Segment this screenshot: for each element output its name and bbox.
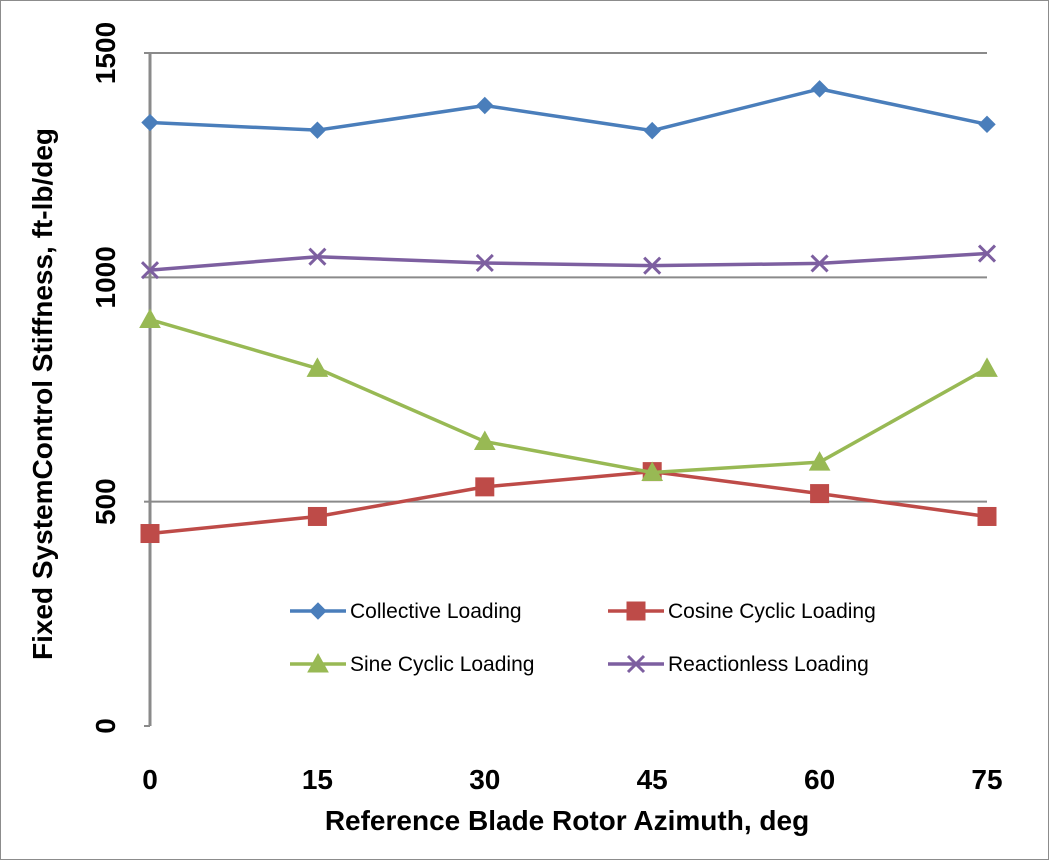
x-tick-label: 0 <box>142 764 158 795</box>
y-tick-label: 1000 <box>90 246 121 308</box>
data-point-square <box>140 524 160 544</box>
series-line <box>149 87 988 133</box>
data-point-triangle <box>306 357 329 377</box>
legend-entry: Cosine Cyclic Loading <box>608 600 876 623</box>
axes <box>144 52 152 727</box>
data-point-x <box>308 247 327 266</box>
x-tick-label: 45 <box>637 764 668 795</box>
legend-label: Collective Loading <box>350 600 522 623</box>
data-point-triangle <box>139 308 161 329</box>
data-point-triangle <box>473 430 496 451</box>
series-line <box>149 317 988 475</box>
y-tick-label: 1500 <box>90 22 121 84</box>
gridlines <box>150 52 987 503</box>
data-point-triangle <box>976 357 998 377</box>
data-point-x <box>810 254 829 273</box>
legend-entry: Sine Cyclic Loading <box>290 652 534 676</box>
y-axis-title: Fixed SystemControl Stiffness, ft-lb/deg <box>27 128 58 660</box>
data-point-x <box>643 256 662 275</box>
series-group <box>139 80 998 544</box>
series-line <box>149 469 988 536</box>
data-point-x <box>626 654 646 674</box>
legend-entry: Collective Loading <box>290 600 522 623</box>
data-point-square <box>977 506 997 526</box>
y-tick-label: 500 <box>90 478 121 525</box>
data-point-triangle <box>641 461 664 482</box>
x-tick-label: 30 <box>469 764 500 795</box>
legend-entry: Reactionless Loading <box>608 653 869 676</box>
data-point-square <box>626 601 646 621</box>
data-point-diamond <box>141 113 159 132</box>
x-tick-label: 75 <box>971 764 1002 795</box>
data-point-triangle <box>808 451 831 471</box>
data-point-diamond <box>643 121 661 140</box>
legend: Collective Loading Cosine Cyclic Loading S… <box>290 600 876 676</box>
y-tick-label: 0 <box>90 718 121 734</box>
data-point-square <box>810 484 830 504</box>
x-tick-label: 15 <box>302 764 333 795</box>
data-point-square <box>475 477 495 497</box>
series-cosine-cyclic-loading <box>140 462 997 544</box>
data-point-square <box>307 506 327 526</box>
x-tick-labels: 0 15 30 45 60 75 <box>142 764 1002 795</box>
data-point-diamond <box>476 96 494 115</box>
data-point-diamond <box>810 80 829 98</box>
legend-label: Sine Cyclic Loading <box>350 653 534 676</box>
data-point-triangle <box>307 652 329 673</box>
legend-label: Cosine Cyclic Loading <box>668 600 876 623</box>
series-reactionless-loading <box>140 244 997 280</box>
series-collective-loading <box>141 80 996 140</box>
series-line <box>149 251 988 272</box>
data-point-x <box>140 261 160 280</box>
data-point-diamond <box>978 115 996 134</box>
legend-label: Reactionless Loading <box>668 653 869 676</box>
data-point-x <box>977 244 997 263</box>
data-point-diamond <box>309 602 327 620</box>
x-axis-title: Reference Blade Rotor Azimuth, deg <box>325 805 809 836</box>
series-sine-cyclic-loading <box>139 308 998 482</box>
y-tick-labels: 0 500 1000 1500 <box>90 22 121 734</box>
x-tick-label: 60 <box>804 764 835 795</box>
data-point-x <box>475 253 494 273</box>
data-point-diamond <box>308 121 327 139</box>
